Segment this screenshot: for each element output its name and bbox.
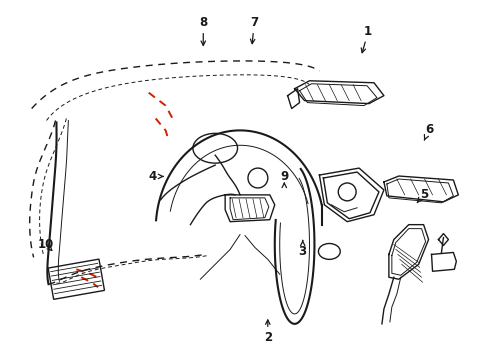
Text: 1: 1 <box>364 25 371 38</box>
Text: 9: 9 <box>280 170 288 183</box>
Text: 10: 10 <box>38 238 54 251</box>
Text: 7: 7 <box>250 16 258 29</box>
Text: 3: 3 <box>298 245 306 258</box>
Text: 2: 2 <box>263 331 271 344</box>
Text: 6: 6 <box>424 123 432 136</box>
Text: 4: 4 <box>148 170 156 183</box>
Text: 5: 5 <box>419 188 427 201</box>
Text: 8: 8 <box>199 16 207 29</box>
